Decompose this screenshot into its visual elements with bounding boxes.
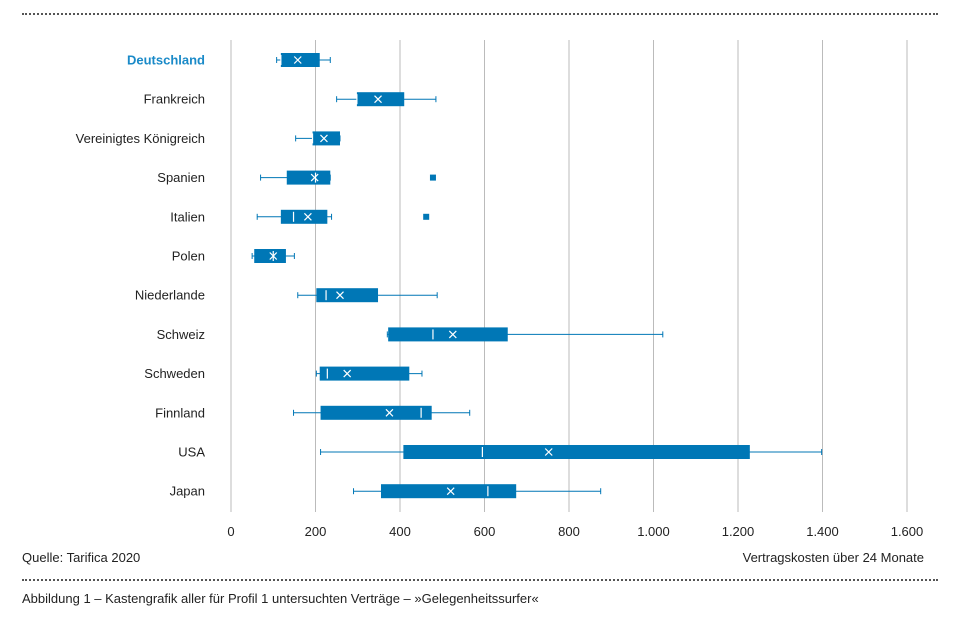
category-label: Schweiz	[157, 327, 205, 342]
category-label: Polen	[172, 249, 205, 264]
outlier-point	[429, 174, 436, 181]
x-tick-label: 1.000	[637, 524, 670, 539]
category-label: Spanien	[157, 170, 205, 185]
x-tick-label: 200	[305, 524, 327, 539]
category-label: Deutschland	[127, 53, 205, 68]
x-tick-label: 1.600	[891, 524, 924, 539]
category-label: Frankreich	[144, 92, 205, 107]
boxplot-chart: 0 200 400 600 800 1.000 1.200 1.400 1.600 Deutsch…	[76, 40, 924, 539]
category-label: Japan	[170, 484, 205, 499]
x-tick-label: 600	[474, 524, 496, 539]
mean-marker	[446, 487, 455, 496]
mean-marker	[385, 408, 394, 417]
category-label: Schweden	[144, 366, 205, 381]
mean-marker	[269, 252, 278, 260]
mean-marker	[336, 291, 344, 300]
box	[320, 405, 432, 420]
box	[254, 249, 286, 263]
mean-marker	[343, 369, 352, 378]
category-label: USA	[178, 445, 205, 460]
figure-caption: Abbildung 1 – Kastengrafik aller für Pro…	[22, 591, 539, 606]
mean-marker	[293, 56, 302, 64]
mean-marker	[310, 173, 319, 182]
mean-marker	[544, 448, 553, 456]
box	[356, 92, 405, 107]
bottom-dotted-rule	[22, 579, 938, 581]
x-tick-label: 1.200	[722, 524, 755, 539]
source-note: Quelle: Tarifica 2020	[22, 550, 141, 565]
box	[280, 209, 328, 224]
mean-marker	[320, 134, 328, 143]
box	[312, 131, 341, 146]
mean-marker	[448, 330, 457, 339]
x-tick-label: 800	[558, 524, 580, 539]
outlier-point	[423, 213, 430, 220]
box	[319, 366, 410, 381]
box	[280, 53, 320, 67]
box	[316, 288, 379, 303]
x-axis-label: Vertragskosten über 24 Monate	[742, 550, 924, 565]
category-label: Finnland	[155, 405, 205, 420]
x-tick-label: 0	[227, 524, 234, 539]
mean-marker	[303, 212, 312, 221]
box	[403, 445, 750, 459]
box	[380, 484, 517, 499]
x-tick-label: 400	[389, 524, 411, 539]
top-dotted-rule	[22, 13, 938, 15]
x-tick-label: 1.400	[806, 524, 839, 539]
category-label: Italien	[170, 209, 205, 224]
box	[286, 170, 331, 185]
box	[388, 327, 508, 342]
mean-marker	[374, 95, 382, 104]
category-label: Niederlande	[135, 288, 205, 303]
category-label: Vereinigtes Königreich	[76, 131, 205, 146]
